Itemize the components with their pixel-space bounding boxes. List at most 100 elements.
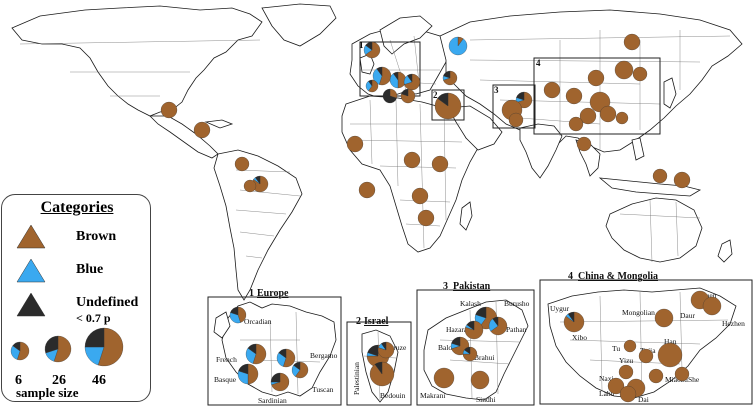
pie-slice xyxy=(365,41,373,51)
pie-slice xyxy=(382,88,397,104)
inset-china-mongolia: 4 China & Mongolia Uygur Xibo Mongolian … xyxy=(539,271,753,405)
pie-slice xyxy=(374,361,383,375)
pie-slice xyxy=(368,79,379,93)
legend-size-6: 6 xyxy=(15,373,22,388)
country-borders xyxy=(19,30,731,263)
inset-china-number: 4 xyxy=(568,271,573,282)
inset-europe-frame xyxy=(207,296,342,406)
pie-slice xyxy=(607,377,625,395)
pie-slice xyxy=(393,71,399,81)
region-boxes: 1 2 3 4 xyxy=(359,40,661,135)
pie-slice xyxy=(431,155,449,173)
place-label: Dai xyxy=(638,395,649,404)
pie-slice xyxy=(417,209,435,227)
pie-slice xyxy=(237,306,247,323)
inset-europe-number: 1 xyxy=(249,288,254,299)
place-label: Mongolian xyxy=(622,308,655,317)
pie-slice xyxy=(568,116,584,132)
place-label: Han xyxy=(664,337,677,346)
place-label: Druze xyxy=(388,343,407,352)
legend-size-pies xyxy=(10,327,124,367)
place-label: Orcadian xyxy=(244,317,272,326)
legend-label-blue: Blue xyxy=(76,262,104,277)
place-label: Naxi xyxy=(599,374,614,383)
pie-slice xyxy=(358,181,376,199)
inset-china-title: China & Mongolia xyxy=(578,271,658,282)
indonesia xyxy=(598,177,702,197)
greenland xyxy=(261,3,337,47)
place-label: Yizu xyxy=(619,356,633,365)
legend-label-brown: Brown xyxy=(76,229,117,244)
region-box-israel xyxy=(431,89,465,121)
place-label: Daur xyxy=(680,311,695,320)
place-label: Sardinian xyxy=(258,396,287,405)
pie-slice xyxy=(84,327,105,348)
scandinavia xyxy=(379,15,433,55)
place-label: French xyxy=(216,355,237,364)
pie-slice xyxy=(377,341,395,359)
pie-slice xyxy=(252,343,267,365)
brown-swatch-icon xyxy=(16,224,46,249)
place-label: Brahui xyxy=(474,353,494,362)
place-label: Pathan xyxy=(506,325,527,334)
pie-slice xyxy=(160,101,178,119)
inset-pakistan-frame xyxy=(416,289,535,406)
pie-slice xyxy=(247,363,259,385)
new-zealand xyxy=(717,239,733,263)
pie-slice xyxy=(346,135,364,153)
pie-slice xyxy=(293,361,301,371)
pie-slice xyxy=(702,296,722,316)
pie-slice xyxy=(365,41,381,59)
arabia xyxy=(447,105,503,151)
pie-slice xyxy=(230,306,239,316)
legend-threshold: < 0.7 p xyxy=(76,311,111,325)
pie-slice xyxy=(238,363,249,375)
pie-slice xyxy=(44,335,59,354)
pie-slice xyxy=(271,372,290,392)
inset-pakistan-title: Pakistan xyxy=(453,281,491,292)
madagascar xyxy=(459,201,473,231)
australia xyxy=(605,197,703,263)
pie-slice xyxy=(407,73,413,83)
pie-slice xyxy=(389,73,399,89)
pie-slice xyxy=(403,151,421,169)
legend-size-26: 26 xyxy=(52,373,66,388)
legend-size-46: 46 xyxy=(92,373,106,388)
inset-europe-title: Europe xyxy=(257,288,289,299)
pie-slice xyxy=(565,87,583,105)
pie-slice xyxy=(567,311,575,323)
pie-slice xyxy=(673,171,691,189)
region-number-1: 1 xyxy=(359,40,364,50)
pie-slice xyxy=(437,92,449,107)
pie-slice xyxy=(543,81,561,99)
place-label: Basque xyxy=(214,375,237,384)
pie-slice xyxy=(411,187,429,205)
pie-slice xyxy=(368,79,373,87)
pie-slice xyxy=(17,341,30,361)
pie-slice xyxy=(451,336,461,347)
central-america xyxy=(149,115,219,159)
undefined-swatch-icon xyxy=(16,292,46,317)
inset-israel-frame xyxy=(346,321,412,406)
pie-slice xyxy=(243,179,257,193)
place-label: Burusho xyxy=(504,299,530,308)
legend-label-undefined: Undefined xyxy=(76,295,139,310)
place-label: Sindhi xyxy=(476,395,496,404)
world-pie-markers xyxy=(160,33,691,227)
inset-pakistan-number: 3 xyxy=(443,281,448,292)
pie-slice xyxy=(638,348,654,364)
pie-slice xyxy=(599,105,617,123)
legend-title: Categories xyxy=(40,199,114,216)
inset-pie-markers xyxy=(229,290,722,403)
place-label: Tuscan xyxy=(312,385,334,394)
pie-slice xyxy=(618,364,634,380)
philippines xyxy=(631,137,645,161)
pie-slice xyxy=(234,156,250,172)
place-label: Tu xyxy=(612,344,620,353)
pie-slice xyxy=(376,66,383,77)
pie-slice xyxy=(401,88,409,97)
place-label: Kalash xyxy=(460,299,481,308)
pie-slice xyxy=(381,341,387,351)
pie-slice xyxy=(490,316,508,336)
